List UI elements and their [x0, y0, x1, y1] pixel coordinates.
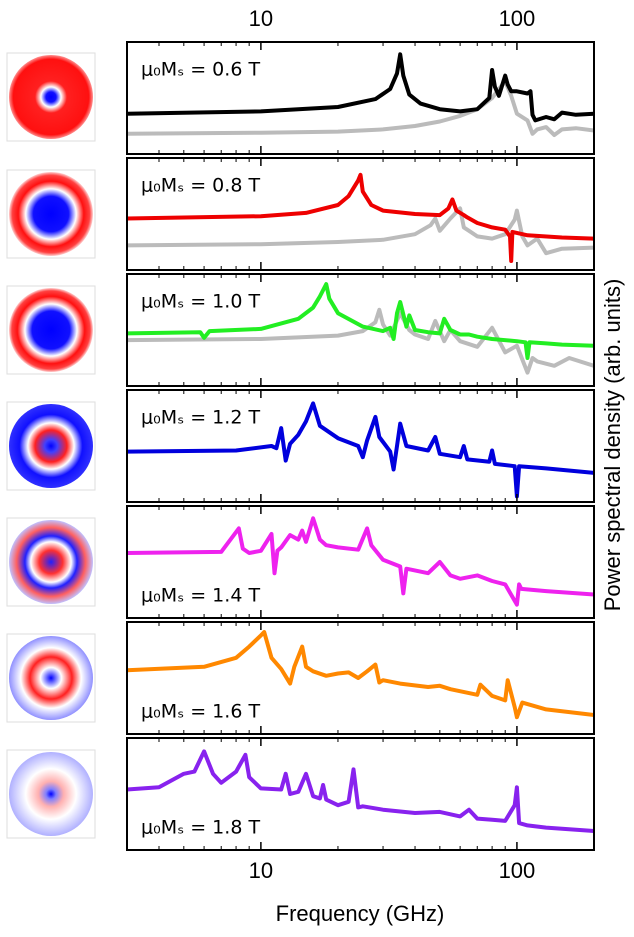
spectrum-line	[127, 516, 594, 607]
annotation: μ₀Mₛ = 1.2 T	[141, 407, 260, 429]
annotation: μ₀Mₛ = 1.6 T	[141, 701, 260, 723]
spectrum-line	[127, 401, 594, 499]
spectrum-line	[127, 79, 594, 137]
spectrum-line	[127, 52, 594, 123]
annotation: μ₀Mₛ = 0.6 T	[141, 59, 260, 81]
panel-frame	[126, 273, 595, 387]
panel-frame	[126, 505, 595, 619]
thumbnails	[6, 52, 96, 839]
thumbnail	[9, 752, 93, 836]
x-tick-label: 100	[499, 858, 536, 883]
annotation: μ₀Mₛ = 1.8 T	[141, 817, 260, 839]
panel-frame	[126, 389, 595, 503]
thumbnail	[9, 636, 93, 720]
thumbnail	[9, 55, 93, 139]
spectrum-line	[127, 172, 594, 263]
spectrum-line	[127, 630, 594, 720]
x-tick-label-top: 10	[249, 6, 273, 31]
annotation: μ₀Mₛ = 1.4 T	[141, 585, 260, 607]
panel-frame	[126, 157, 595, 271]
x-tick-label: 10	[249, 858, 273, 883]
annotation: μ₀Mₛ = 1.0 T	[141, 291, 260, 313]
spectrum-line	[127, 749, 594, 833]
x-axis-label: Frequency (GHz)	[276, 901, 445, 926]
spectrum-line	[127, 206, 594, 256]
spectrum-line	[127, 282, 594, 360]
thumbnail	[9, 172, 93, 256]
panel-frame	[126, 41, 595, 155]
thumbnail	[9, 520, 93, 604]
thumbnail	[9, 288, 93, 372]
thumbnail	[9, 404, 93, 488]
panel-frame	[126, 737, 595, 851]
panel-frame	[126, 621, 595, 735]
x-tick-label-top: 100	[499, 6, 536, 31]
annotation: μ₀Mₛ = 0.8 T	[141, 175, 260, 197]
y-axis-label: Power spectral density (arb. units)	[600, 279, 625, 612]
